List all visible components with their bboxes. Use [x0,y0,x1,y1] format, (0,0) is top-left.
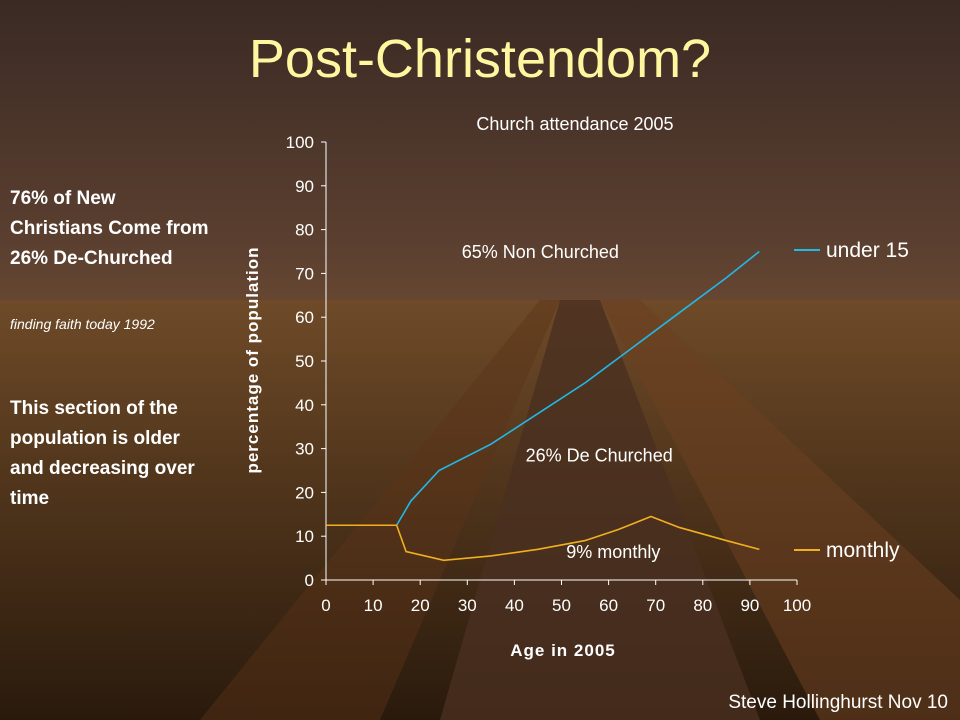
x-tick-label: 80 [693,596,712,615]
x-tick-label: 10 [364,596,383,615]
y-tick-label: 0 [305,571,314,590]
x-tick-label: 20 [411,596,430,615]
x-tick-label: 0 [321,596,330,615]
y-tick-label: 90 [295,177,314,196]
side-note-source: finding faith today 1992 [10,316,155,332]
x-tick-label: 100 [783,596,811,615]
y-axis-label: percentage of population [243,246,262,473]
x-tick-label: 70 [646,596,665,615]
legend-entry: monthly [826,539,900,562]
annotation-label: 65% Non Churched [462,242,619,262]
slide-title: Post-Christendom? [248,29,712,89]
x-tick-label: 90 [740,596,759,615]
x-tick-label: 30 [458,596,477,615]
y-tick-label: 40 [295,396,314,415]
y-tick-label: 30 [295,440,314,459]
y-tick-label: 70 [295,264,314,283]
side-text-population: This section of the population is older … [10,398,195,509]
chart-title: Church attendance 2005 [476,114,673,134]
x-axis-label: Age in 2005 [510,641,616,660]
chart-series [326,250,760,562]
legend-entry: under 15 [826,239,909,262]
side-text-new-christians: 76% of New Christians Come from 26% De-C… [10,188,209,269]
y-tick-label: 60 [295,308,314,327]
chart-annotations: 65% Non Churched 26% De Churched 9% monthl… [462,242,673,562]
annotation-label: 9% monthly [566,542,660,562]
y-tick-label: 10 [295,527,314,546]
annotation-label: 26% De Churched [526,446,673,466]
series-line-monthly [326,515,760,562]
y-tick-label: 100 [286,133,314,152]
y-tick-label: 20 [295,483,314,502]
x-tick-label: 50 [552,596,571,615]
x-tick-label: 40 [505,596,524,615]
y-tick-label: 50 [295,352,314,371]
series-line-under-15 [326,250,760,527]
x-tick-label: 60 [599,596,618,615]
y-tick-label: 80 [295,221,314,240]
chart-axes: 0 10 20 30 40 50 60 70 80 90 100 0 10 20 30 40 50 60 70 80 9… [286,133,812,615]
chart-legend: under 15 monthly [794,239,909,562]
footer-author: Steve Hollinghurst Nov 10 [728,692,948,713]
